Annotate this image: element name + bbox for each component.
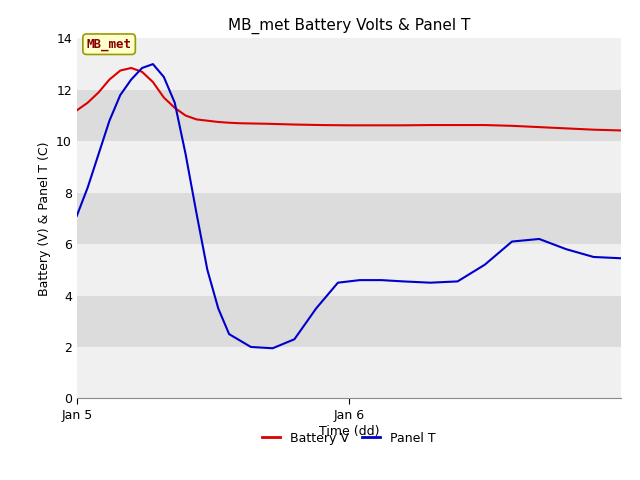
X-axis label: Time (dd): Time (dd) xyxy=(319,425,379,438)
Legend: Battery V, Panel T: Battery V, Panel T xyxy=(257,427,441,450)
Title: MB_met Battery Volts & Panel T: MB_met Battery Volts & Panel T xyxy=(228,18,470,34)
Bar xyxy=(77,347,621,398)
Y-axis label: Battery (V) & Panel T (C): Battery (V) & Panel T (C) xyxy=(38,141,51,296)
Bar xyxy=(77,38,621,90)
Bar xyxy=(77,141,621,192)
Bar xyxy=(77,90,621,141)
Text: MB_met: MB_met xyxy=(86,38,132,51)
Bar xyxy=(77,296,621,347)
Bar xyxy=(77,244,621,296)
Bar xyxy=(77,192,621,244)
